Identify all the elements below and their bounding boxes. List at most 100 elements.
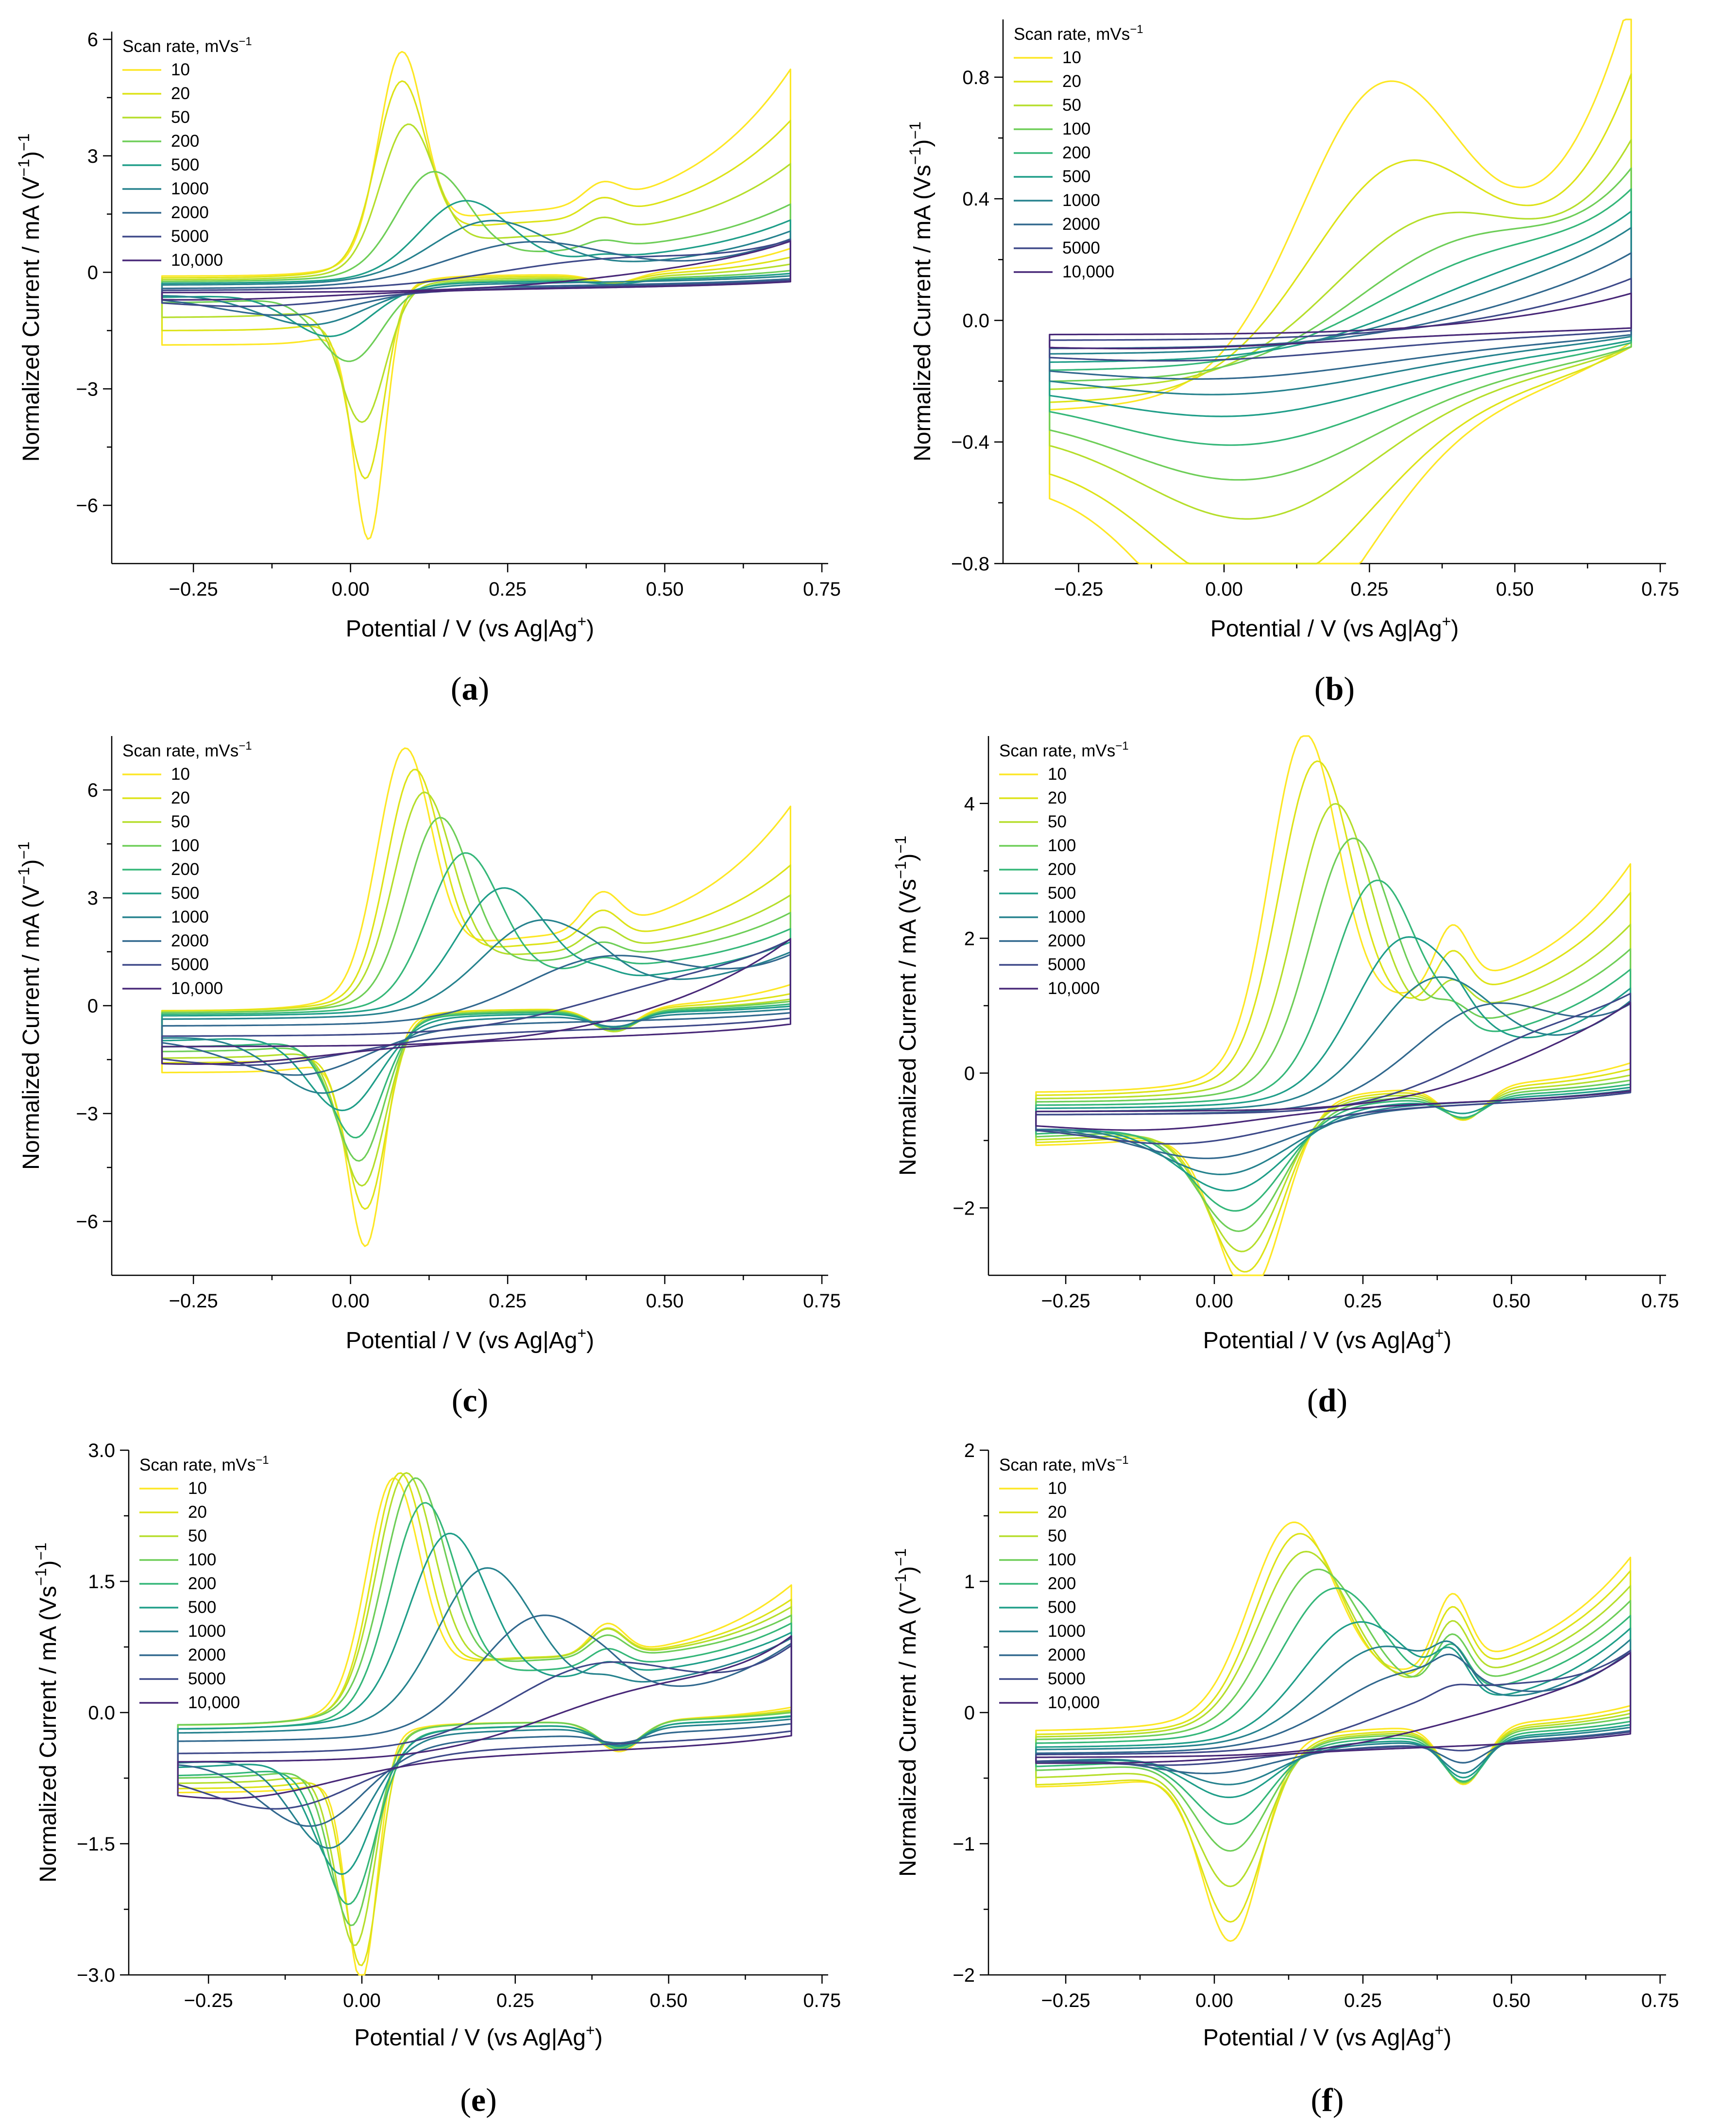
- y-axis-label-main: Normalized Current / mA (Vs: [895, 879, 921, 1176]
- series-10000-line: [177, 1635, 792, 1800]
- x-tick-label: 0.25: [489, 579, 527, 600]
- y-tick-label: 4: [964, 793, 975, 815]
- legend-label: 50: [171, 108, 190, 127]
- legend-title-text: Scan rate, mVs: [999, 1456, 1115, 1474]
- panel-caption: (f): [1311, 2081, 1344, 2118]
- legend-label: 10,000: [1048, 979, 1100, 998]
- panel-e: −0.25 0.00 0.25 0.50 0.75 −3.0 −1.5 0.0 1.5 3.0 Po…: [32, 1440, 841, 2118]
- legend: Scan rate, mVs−1 10 20 50 200 500 1000 2000 5000…: [122, 35, 252, 270]
- panel-caption-close: ): [486, 2081, 497, 2118]
- series-200-line: [1035, 879, 1632, 1212]
- x-axis-label-sup: +: [586, 2022, 595, 2039]
- y-axis-label-main: Normalized Current / mA (Vs: [35, 1586, 61, 1883]
- legend-label: 5000: [171, 227, 209, 246]
- series-10000-line: [161, 938, 791, 1065]
- x-axis-label-tail: ): [1444, 2025, 1451, 2051]
- x-axis-label: Potential / V (vs Ag|Ag+): [346, 613, 594, 642]
- y-axis-label-main: Normalized Current / mA (V: [18, 177, 44, 462]
- legend-label: 5000: [188, 1669, 226, 1688]
- x-axis-label: Potential / V (vs Ag|Ag+): [1210, 613, 1459, 642]
- x-tick-label: 0.75: [1641, 1290, 1679, 1312]
- y-axis-label-mid: ): [35, 1560, 61, 1568]
- panel-caption: (b): [1314, 670, 1355, 707]
- legend-label: 100: [1062, 120, 1090, 138]
- y-tick-label: 1.5: [88, 1571, 115, 1593]
- series-50-line: [1049, 139, 1632, 520]
- x-axis-label-main: Potential / V (vs Ag|Ag: [346, 616, 578, 642]
- legend-title: Scan rate, mVs−1: [999, 739, 1129, 760]
- legend-label: 10,000: [171, 251, 223, 270]
- legend-label: 10: [1048, 1479, 1067, 1498]
- y-tick-label: 2: [964, 1440, 975, 1461]
- series-5000-line: [161, 239, 791, 308]
- legend-label: 20: [1048, 789, 1067, 807]
- y-tick-label: −1: [953, 1834, 975, 1855]
- x-tick-label: 0.75: [803, 1990, 841, 2011]
- x-axis-label-main: Potential / V (vs Ag|Ag: [1203, 1328, 1435, 1354]
- legend-label: 2000: [188, 1646, 226, 1664]
- series-200-line: [1049, 188, 1632, 446]
- y-tick-label: 1: [964, 1571, 975, 1593]
- y-axis-label-mid: ): [895, 1566, 921, 1574]
- legend-label: 10: [171, 60, 190, 79]
- x-tick-label: 0.50: [646, 579, 684, 600]
- panel-caption-close: ): [1336, 1382, 1347, 1419]
- legend-label: 1000: [171, 908, 209, 926]
- series-group: [161, 51, 791, 540]
- y-tick-label: 3: [87, 888, 98, 909]
- y-tick-label: 3.0: [88, 1440, 115, 1461]
- legend-label: 10: [171, 765, 190, 784]
- panel-caption-open: (: [451, 670, 462, 707]
- series-50-line: [161, 123, 791, 423]
- y-tick-label: 0: [87, 995, 98, 1017]
- x-tick-label: 0.00: [343, 1990, 381, 2011]
- legend-label: 2000: [171, 931, 209, 950]
- legend-label: 500: [1062, 167, 1090, 186]
- series-100-line: [1049, 167, 1632, 481]
- legend-label: 100: [171, 836, 199, 855]
- series-500-line: [177, 1532, 792, 1875]
- series-200-line: [161, 852, 791, 1139]
- legend-label: 20: [171, 789, 190, 807]
- series-50-line: [161, 791, 791, 1187]
- series-2000-line: [1035, 1649, 1632, 1774]
- y-axis-label-sup: −1: [892, 1548, 909, 1566]
- series-50-line: [1035, 1551, 1632, 1887]
- series-10000-line: [1049, 292, 1632, 350]
- x-tick-label: 0.25: [496, 1990, 534, 2011]
- legend-title-sup: −1: [1130, 23, 1143, 36]
- series-1000-line: [161, 919, 791, 1094]
- x-axis-label-main: Potential / V (vs Ag|Ag: [354, 2025, 586, 2051]
- legend-label: 5000: [1048, 1669, 1086, 1688]
- y-axis-label-sup: −1: [906, 121, 924, 139]
- series-5000-line: [1035, 993, 1632, 1145]
- y-axis-label-sup: −1: [15, 134, 33, 151]
- series-500-line: [1049, 210, 1632, 417]
- legend-label: 10,000: [1062, 262, 1114, 281]
- legend-label: 50: [1048, 812, 1067, 831]
- y-tick-label: −6: [76, 495, 98, 516]
- x-tick-label: 0.25: [1350, 579, 1388, 600]
- legend-title-sup: −1: [255, 1454, 269, 1467]
- x-axis-label-sup: +: [1442, 613, 1451, 630]
- series-1000-line: [1049, 227, 1632, 395]
- y-tick-label: −2: [953, 1965, 975, 1986]
- x-axis-label: Potential / V (vs Ag|Ag+): [354, 2022, 602, 2051]
- series-20-line: [161, 769, 791, 1210]
- y-tick-label: 2: [964, 928, 975, 949]
- y-axis-label: Normalized Current / mA (V−1)−1: [15, 841, 44, 1170]
- x-tick-label: 0.75: [803, 579, 841, 600]
- panel-caption-open: (: [452, 1382, 463, 1419]
- y-axis-label: Normalized Current / mA (Vs−1)−1: [32, 1543, 61, 1883]
- legend-label: 2000: [171, 203, 209, 222]
- x-tick-label: 0.00: [332, 1290, 370, 1312]
- y-axis-label-sup: −1: [15, 159, 33, 176]
- y-tick-label: −3: [76, 1103, 98, 1125]
- panel-caption: (a): [451, 670, 489, 707]
- y-axis-label-sup: −1: [892, 836, 909, 853]
- panel-b: −0.25 0.00 0.25 0.50 0.75 −0.8 −0.4 0.0 0.4 0.8 Po…: [906, 18, 1679, 707]
- x-tick-label: 0.50: [650, 1990, 688, 2011]
- legend: Scan rate, mVs−1 10 20 50 100 200 500 1000 2000 5…: [122, 739, 252, 998]
- y-axis-label-main: Normalized Current / mA (Vs: [910, 165, 936, 462]
